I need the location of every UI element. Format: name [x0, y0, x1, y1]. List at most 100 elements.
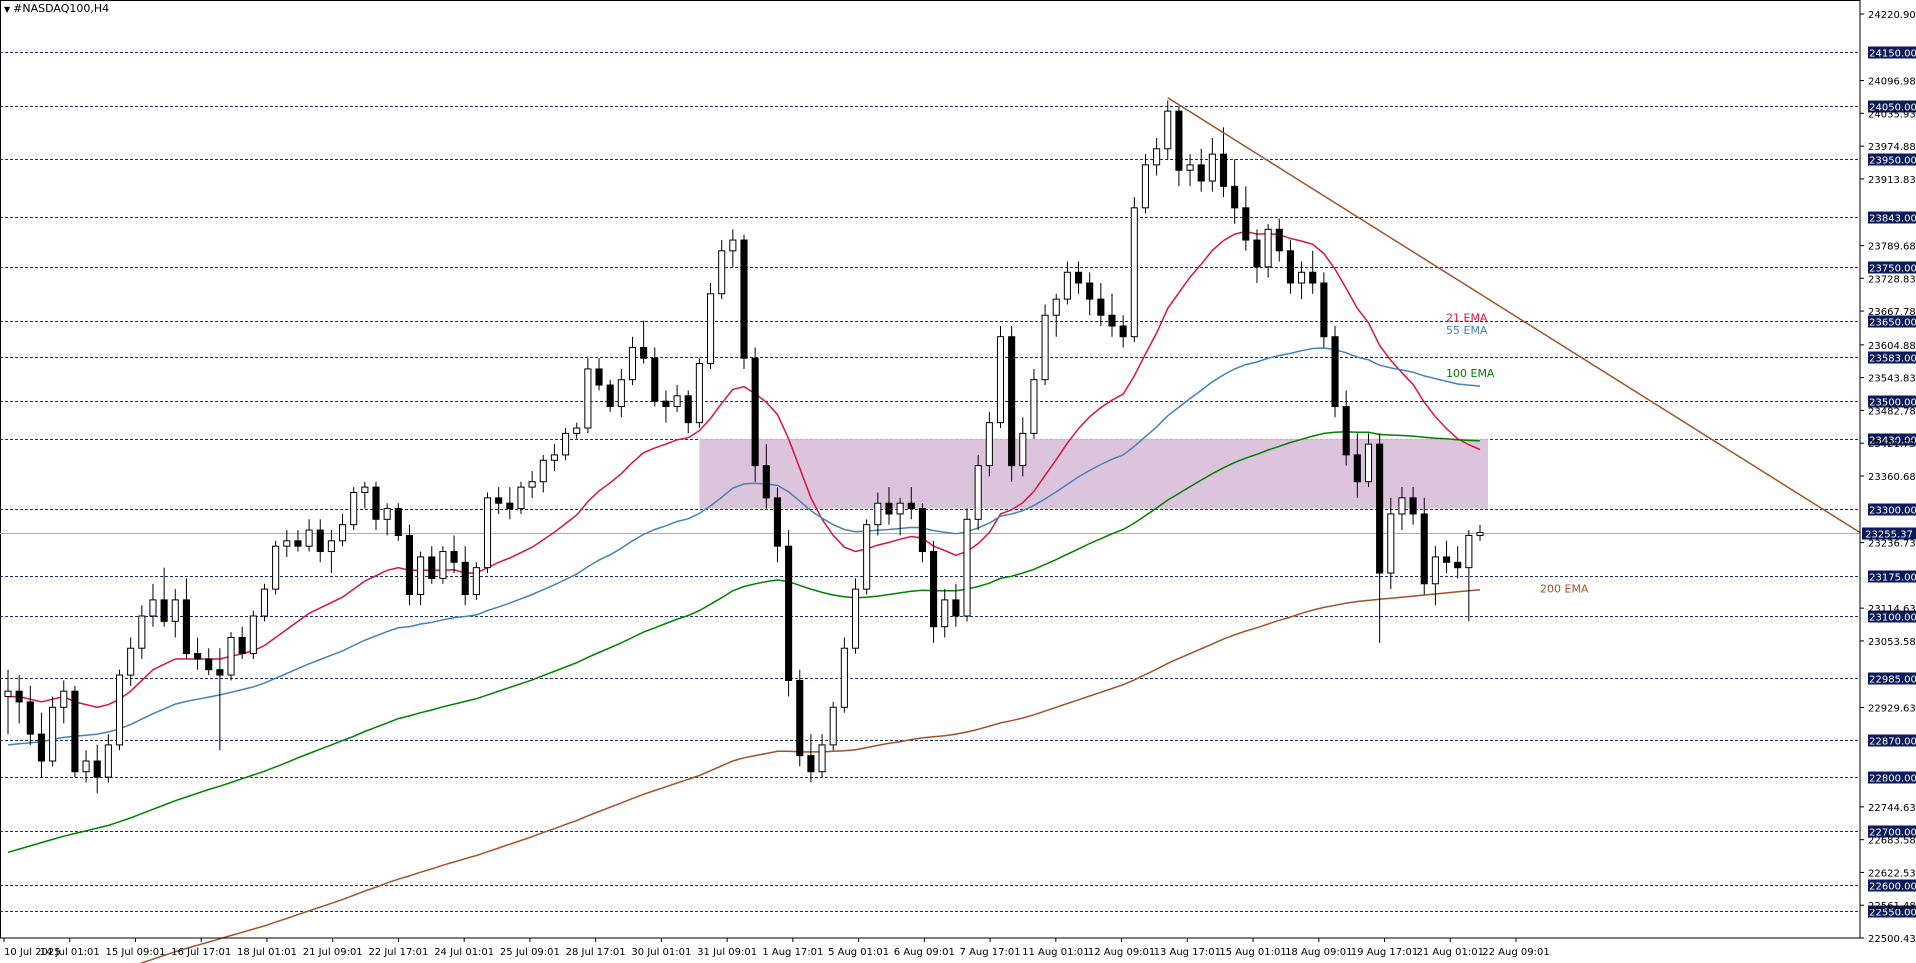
level-label: 23100.00 — [1869, 613, 1916, 624]
bull-candle — [383, 508, 391, 520]
bull-candle — [472, 567, 480, 596]
bear-candle — [428, 556, 436, 579]
bear-candle — [182, 599, 190, 655]
bull-candle — [1153, 148, 1161, 166]
bull-candle — [963, 518, 971, 617]
ema55-label: 55 EMA — [1446, 324, 1488, 337]
bear-candle — [1309, 271, 1317, 284]
bear-candle — [1442, 556, 1451, 563]
price-tick-label: 24035.93 — [1868, 109, 1916, 120]
bull-candle — [1130, 207, 1138, 338]
time-tick-label: 16 Jul 17:01 — [171, 947, 231, 958]
bull-candle — [149, 599, 157, 617]
level-tag — [1868, 771, 1916, 784]
bear-candle — [1008, 336, 1016, 467]
bear-candle — [216, 669, 224, 676]
bull-candle — [1398, 497, 1406, 515]
level-tag — [1868, 153, 1916, 166]
bull-candle — [840, 647, 848, 708]
bull-candle — [941, 599, 949, 628]
bull-candle — [562, 432, 570, 456]
time-tick-label: 1 Aug 17:01 — [762, 947, 823, 958]
time-tick-label: 5 Aug 01:01 — [828, 947, 889, 958]
time-tick-label: 10 Jul 2025 — [4, 947, 61, 958]
bull-candle — [283, 540, 291, 547]
time-tick-label: 11 Aug 01:01 — [1022, 947, 1089, 958]
bear-candle — [1086, 282, 1094, 300]
bear-candle — [461, 561, 469, 596]
bull-candle — [874, 502, 882, 526]
price-tick-label: 22561.48 — [1868, 901, 1916, 912]
level-tag — [1868, 503, 1916, 516]
bear-candle — [1342, 406, 1350, 456]
time-tick-label: 21 Aug 01:01 — [1417, 947, 1484, 958]
price-tick-label: 23974.88 — [1868, 142, 1916, 153]
horizontal-levels — [0, 0, 1861, 939]
price-tick-label: 23114.63 — [1868, 604, 1916, 615]
level-label: 24150.00 — [1869, 49, 1916, 60]
bull-candle — [361, 486, 369, 493]
level-label: 23300.00 — [1869, 506, 1916, 517]
bear-candle — [1286, 250, 1294, 284]
bull-candle — [818, 744, 826, 773]
bear-candle — [1097, 298, 1105, 316]
bear-candle — [1197, 164, 1205, 182]
bull-candle — [60, 690, 68, 708]
price-tick-label: 23789.68 — [1868, 242, 1916, 253]
bear-candle — [238, 636, 246, 655]
bear-candle — [595, 368, 603, 386]
bull-candle — [896, 502, 904, 515]
bull-candle — [171, 599, 179, 622]
time-tick-label: 14 Jul 01:01 — [40, 947, 100, 958]
symbol-title: #NASDAQ100,H4 — [13, 2, 110, 15]
level-label: 23843.00 — [1869, 214, 1916, 225]
time-tick-label: 31 Jul 09:01 — [697, 947, 757, 958]
level-tag — [1868, 261, 1916, 274]
bull-candle — [127, 647, 135, 676]
bull-candle — [1063, 271, 1071, 300]
bull-candle — [1465, 534, 1473, 569]
bear-candle — [506, 502, 514, 510]
price-tick-label: 23543.83 — [1868, 374, 1916, 385]
level-tag — [1868, 734, 1916, 747]
bull-candle — [1364, 443, 1373, 483]
bull-candle — [673, 395, 681, 408]
bull-candle — [718, 250, 726, 295]
bear-candle — [1175, 110, 1183, 171]
bull-candle — [1019, 432, 1027, 467]
bear-candle — [294, 540, 302, 547]
bear-candle — [1074, 271, 1083, 284]
bear-candle — [1409, 497, 1417, 515]
chart-title: ▼ #NASDAQ100,H4 — [4, 2, 109, 15]
price-tick-label: 24220.90 — [1868, 10, 1916, 21]
bear-candle — [1119, 325, 1127, 338]
level-tag — [1868, 395, 1916, 408]
level-label: 23500.00 — [1869, 398, 1916, 409]
bear-candle — [885, 502, 893, 515]
bear-candle — [785, 545, 793, 681]
time-tick-label: 28 Jul 17:01 — [566, 947, 626, 958]
bear-candle — [1242, 207, 1250, 241]
price-tick-label: 22622.53 — [1868, 868, 1916, 879]
bull-candle — [1298, 271, 1306, 284]
bear-candle — [71, 690, 79, 773]
level-tag — [1868, 351, 1916, 364]
bear-candle — [1219, 153, 1228, 187]
bear-candle — [372, 486, 380, 520]
bear-candle — [1108, 314, 1116, 327]
bull-candle — [985, 422, 993, 467]
level-label: 22700.00 — [1869, 828, 1916, 839]
bull-candle — [974, 465, 982, 520]
level-label: 23430.00 — [1869, 436, 1916, 447]
bull-candle — [82, 760, 90, 773]
bear-candle — [394, 508, 402, 536]
bull-candle — [550, 454, 558, 461]
price-tick-label: 22929.63 — [1868, 703, 1916, 714]
bull-candle — [483, 497, 492, 569]
time-tick-label: 18 Jul 01:01 — [237, 947, 297, 958]
collapse-arrow-icon[interactable]: ▼ — [4, 5, 11, 14]
level-label: 23650.00 — [1869, 318, 1916, 329]
bull-candle — [1041, 314, 1049, 381]
bull-candle — [1264, 228, 1272, 268]
